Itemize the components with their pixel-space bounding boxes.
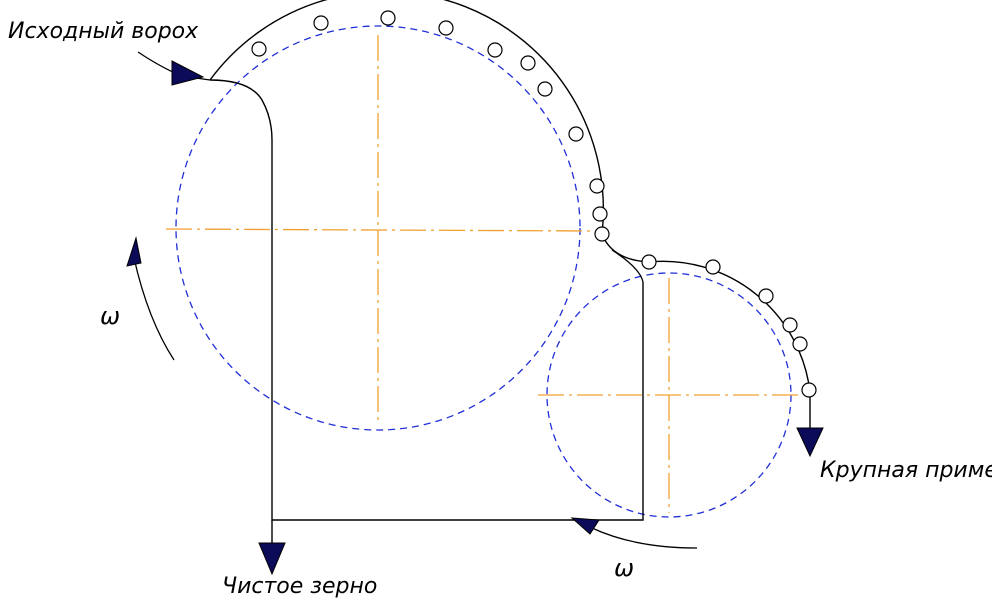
- label-omega-bottom: ω: [614, 554, 634, 582]
- label-omega-left: ω: [100, 302, 120, 330]
- grain-chute-outline: [209, 79, 644, 521]
- drum-cell: [705, 259, 721, 275]
- drum-cell: [594, 226, 610, 242]
- drum-cell: [520, 55, 536, 71]
- drum-cell: [782, 317, 798, 333]
- large-drum-outer-contour: [209, 0, 605, 235]
- drum-cell: [380, 10, 396, 26]
- drum-cell: [438, 20, 454, 36]
- small-drum-guide: [611, 249, 644, 283]
- small-drum-cells: [641, 254, 817, 398]
- drum-cell: [592, 206, 608, 222]
- large-drum-rotation-arc: [133, 257, 175, 361]
- drum-cell: [568, 126, 584, 142]
- small-drum-rotation-arc: [591, 527, 698, 549]
- drum-cell: [251, 41, 267, 57]
- large-drum-dashed-circle: [175, 25, 581, 431]
- large-drum-rotation-arrowhead: [126, 236, 142, 267]
- label-large-impurity: Крупная примесь: [820, 458, 992, 483]
- large-drum-cells: [251, 10, 610, 242]
- drum-cell: [801, 382, 817, 398]
- label-input-heap: Исходный ворох: [8, 19, 199, 44]
- drum-junction-contour: [601, 233, 650, 263]
- drum-cell: [313, 15, 329, 31]
- small-drum-rotation-arrowhead: [570, 517, 600, 535]
- inlet-arrowhead: [171, 60, 205, 86]
- small-drum-outer-contour: [648, 260, 811, 393]
- label-clean-grain: Чистое зерно: [222, 574, 377, 599]
- drum-cell: [792, 336, 808, 352]
- drum-cell: [487, 42, 503, 58]
- drum-cell: [758, 288, 774, 304]
- drum-cell: [641, 254, 657, 270]
- drum-cell: [537, 81, 553, 97]
- drum-cell: [589, 178, 605, 194]
- large-drum-horizontal-centerline: [165, 228, 593, 232]
- large-impurity-arrowhead: [796, 427, 824, 458]
- clean-grain-arrowhead: [258, 542, 286, 576]
